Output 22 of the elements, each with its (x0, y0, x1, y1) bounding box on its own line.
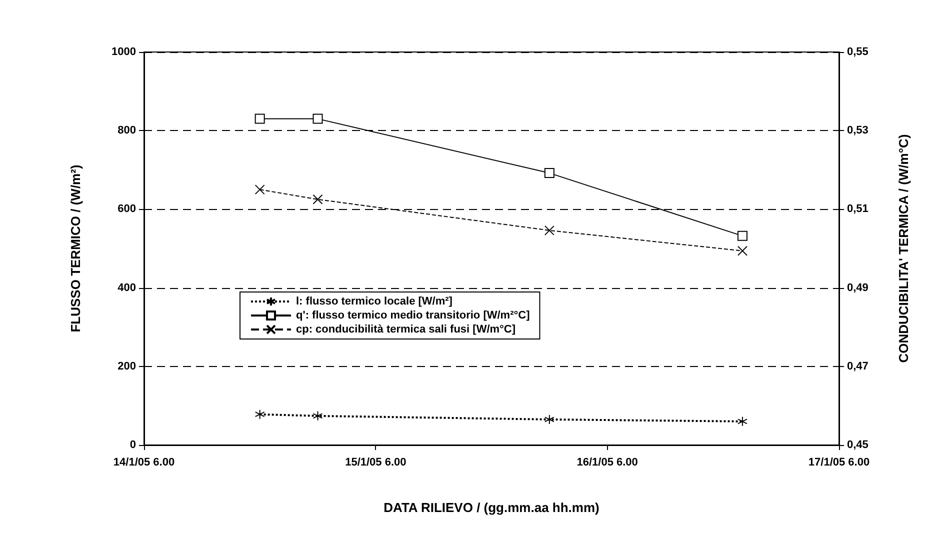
x-tick-label: 17/1/05 6.00 (808, 456, 870, 468)
legend-label: l: flusso termico locale [W/m²] (296, 296, 453, 308)
x-tick-label: 16/1/05 6.00 (576, 456, 638, 468)
y2-axis-title: CONDUCIBILITA' TERMICA / (W/m°C) (896, 134, 911, 363)
legend-label: q': flusso termico medio transitorio [W/m²°C] (296, 310, 530, 322)
y-tick-label: 600 (118, 203, 136, 216)
y2-tick-label: 0,51 (847, 203, 868, 216)
y-tick-label: 1000 (112, 46, 136, 58)
y2-tick-label: 0,45 (847, 439, 868, 451)
y2-tick-label: 0,55 (847, 46, 868, 58)
y-tick-label: 400 (118, 282, 136, 294)
y-tick-label: 200 (118, 360, 136, 372)
y-axis-title: FLUSSO TERMICO / (W/m²) (68, 164, 83, 332)
x-tick-label: 14/1/05 6.00 (113, 456, 175, 468)
x-axis-title: DATA RILIEVO / (gg.mm.aa hh.mm) (384, 500, 600, 515)
y2-tick-label: 0,53 (847, 124, 868, 137)
legend-label: cp: conducibilità termica sali fusi [W/m°C] (296, 324, 516, 336)
x-tick-label: 15/1/05 6.00 (345, 456, 406, 468)
y2-tick-label: 0,47 (847, 360, 868, 372)
y2-tick-label: 0,49 (847, 282, 868, 294)
y-tick-label: 0 (130, 439, 136, 451)
y-tick-label: 800 (118, 124, 136, 137)
